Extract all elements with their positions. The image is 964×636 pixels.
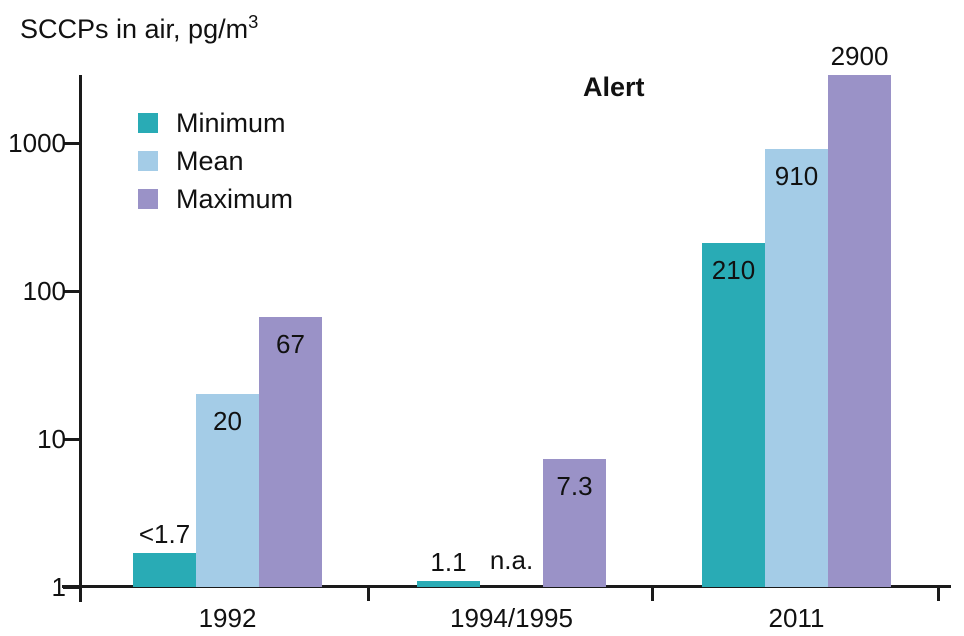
bar-value-label: 210 (711, 255, 756, 286)
bar-minimum-2011 (702, 243, 765, 587)
y-tick-label: 1000 (8, 128, 66, 158)
bar-value-label: 20 (213, 406, 242, 437)
x-category-label: 1992 (198, 603, 257, 633)
y-axis-tick (63, 289, 80, 293)
mean-swatch-icon (138, 151, 158, 171)
bar-mean-2011 (765, 149, 828, 587)
y-tick-label: 10 (37, 424, 66, 454)
legend-label: Minimum (176, 107, 286, 138)
x-axis-tick (366, 587, 370, 601)
maximum-swatch-icon (138, 189, 158, 209)
bar-maximum-1992 (259, 316, 322, 587)
chart-title-text: SCCPs in air, pg/m (20, 14, 249, 44)
bar-value-label: <1.7 (138, 518, 191, 549)
legend-label: Maximum (176, 183, 294, 214)
legend-item-mean: Mean (138, 142, 293, 180)
legend-item-maximum: Maximum (138, 180, 293, 218)
bar-minimum-1992 (133, 552, 196, 587)
legend: Minimum Mean Maximum (138, 104, 293, 218)
bar-maximum-1994/1995 (543, 459, 606, 587)
station-annotation: Alert (583, 72, 645, 102)
y-axis-line (79, 75, 82, 602)
y-axis-tick (63, 585, 80, 589)
chart-title-superscript: 3 (248, 11, 259, 32)
x-axis-tick (936, 587, 940, 601)
x-axis-line (62, 585, 951, 588)
chart-title: SCCPs in air, pg/m3 (20, 6, 258, 45)
y-axis-tick (63, 141, 80, 145)
bar-mean-1992 (196, 394, 259, 587)
legend-item-minimum: Minimum (138, 104, 293, 142)
bar-value-label: 7.3 (556, 471, 593, 502)
legend-label: Mean (176, 145, 244, 176)
x-category-label: 1994/1995 (450, 603, 573, 633)
bar-value-label: n.a. (489, 545, 534, 575)
y-tick-label: 1 (51, 572, 66, 602)
bar-value-label: 67 (276, 328, 305, 359)
x-category-label: 2011 (768, 603, 825, 633)
y-axis-tick (63, 437, 80, 441)
minimum-swatch-icon (138, 113, 158, 133)
bar-value-label: 910 (774, 161, 819, 192)
bar-minimum-1994/1995 (417, 580, 480, 587)
x-axis-tick (650, 587, 654, 601)
y-tick-label: 100 (22, 276, 66, 306)
bar-value-label: 1.1 (430, 546, 467, 577)
bar-value-label: 2900 (830, 40, 889, 71)
x-axis-tick (78, 587, 82, 601)
bar-maximum-2011 (828, 74, 891, 587)
